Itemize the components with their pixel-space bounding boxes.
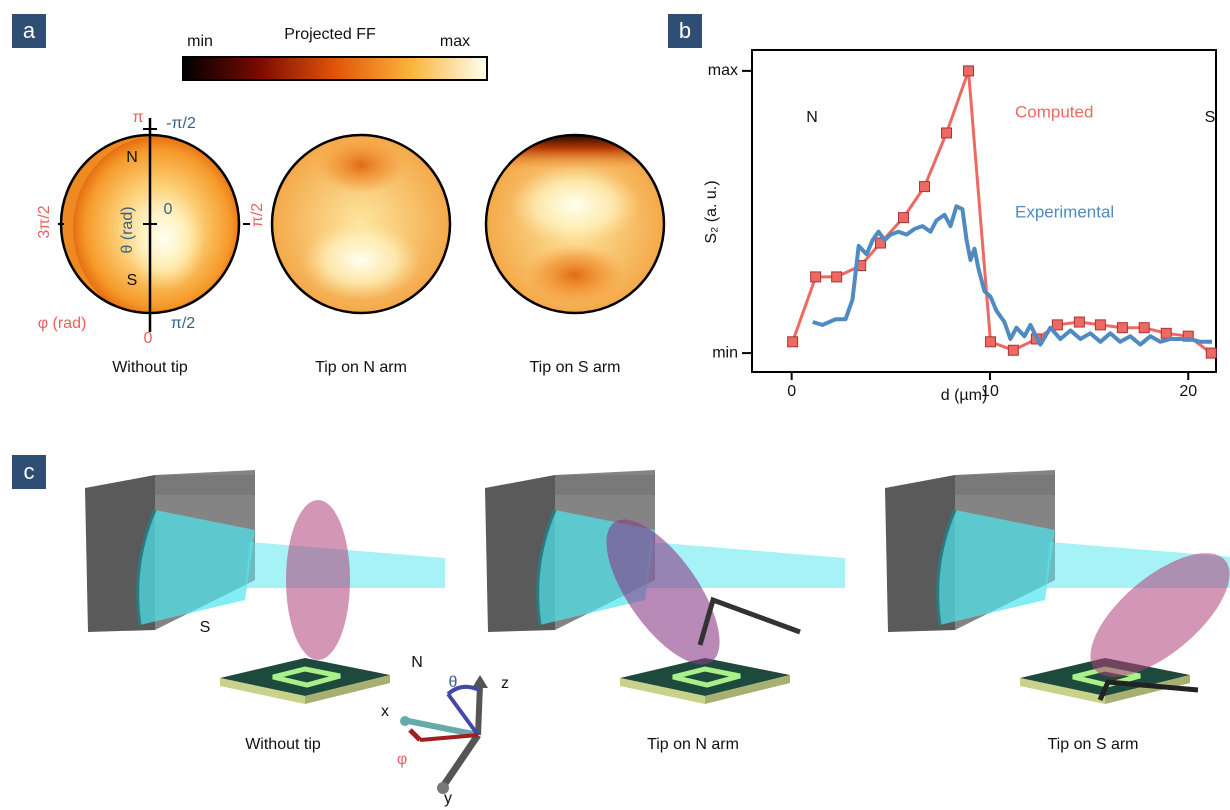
axis-label: π/2 [171, 315, 195, 332]
plot-frame [751, 49, 1217, 373]
colorbar-min: min [187, 33, 213, 50]
series-line [812, 204, 1212, 347]
marker [941, 127, 953, 139]
axis-label: -π/2 [166, 115, 196, 132]
axis-label: S [127, 272, 138, 289]
axis-label: y [444, 790, 452, 807]
axis-label: x [381, 703, 389, 720]
caption: Tip on N arm [315, 359, 407, 376]
marker [1205, 347, 1217, 359]
marker [1007, 344, 1019, 356]
colorbar [182, 56, 488, 81]
caption: Tip on S arm [1048, 736, 1139, 753]
y-tick-label: max [708, 62, 738, 79]
marker [963, 65, 975, 77]
marker [1094, 319, 1106, 331]
annotation: N [806, 109, 818, 126]
marker [1116, 322, 1128, 334]
axis-label: 0 [164, 201, 173, 218]
colorbar-max: max [440, 33, 470, 50]
marker [810, 271, 822, 283]
axis-label: θ [449, 674, 458, 691]
x-tick-label: 0 [787, 383, 796, 400]
line-chart: min max 0 10 20 d (µm) S₂ (a. u.) N S Computed Exp… [703, 49, 1217, 404]
marker [1138, 322, 1150, 334]
farfield-map [486, 135, 664, 313]
axis-label: N [126, 149, 138, 166]
axis-label: 0 [144, 330, 153, 347]
caption: Tip on N arm [647, 736, 739, 753]
panel-label: a [23, 18, 36, 43]
axis-label: θ (rad) [119, 206, 136, 253]
panel-label-box [12, 455, 46, 489]
marker [919, 181, 931, 193]
panel-label: b [679, 18, 691, 43]
y-axis-label: S₂ (a. u.) [703, 180, 720, 243]
marker [1051, 319, 1063, 331]
caption: Tip on S arm [530, 359, 621, 376]
y-tick-label: min [712, 344, 738, 361]
marker [1160, 327, 1172, 339]
marker [1073, 316, 1085, 328]
x-tick-label: 10 [981, 383, 999, 400]
axis-triad [400, 675, 488, 794]
panel-label: c [24, 459, 35, 484]
legend-label: Computed [1015, 102, 1093, 121]
farfield-map [272, 135, 450, 313]
emission-lobe [1090, 553, 1230, 677]
colorbar-title: Projected FF [284, 26, 376, 43]
panel-label-box [668, 14, 702, 48]
x-axis-label: d (µm) [941, 387, 988, 404]
tip [697, 596, 801, 646]
marker [874, 237, 886, 249]
marker [1182, 330, 1194, 342]
caption: Without tip [245, 736, 321, 753]
emission-lobe [286, 500, 350, 660]
axis-label: π [132, 109, 143, 126]
annotation: S [1205, 109, 1216, 126]
panel-label-box [12, 14, 46, 48]
tip [1097, 679, 1199, 702]
marker [831, 271, 843, 283]
axis-label: 3π/2 [36, 205, 53, 238]
emission-lobe [606, 519, 720, 665]
marker [787, 336, 799, 348]
axis-label: φ [397, 751, 407, 768]
scene-label: N [411, 654, 423, 671]
marker [985, 336, 997, 348]
scene-label: S [200, 619, 211, 636]
legend-label: Experimental [1015, 202, 1114, 221]
marker [897, 212, 909, 224]
series-line [791, 69, 1213, 355]
axis-label: φ (rad) [38, 315, 87, 332]
axis-label: π/2 [249, 203, 266, 227]
axis-label: z [501, 675, 509, 692]
x-tick-label: 20 [1179, 383, 1197, 400]
caption: Without tip [112, 359, 188, 376]
